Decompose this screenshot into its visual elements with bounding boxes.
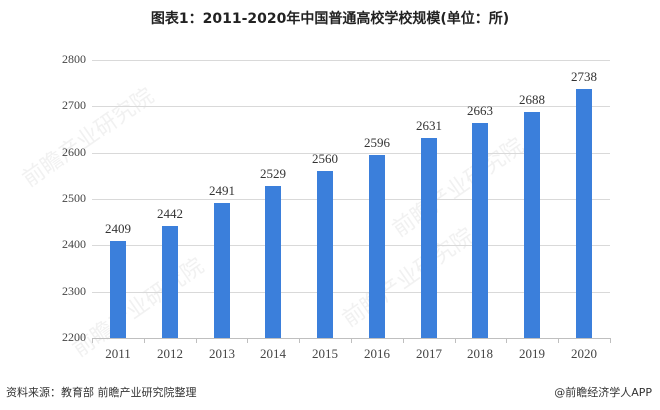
- x-tick-mark: [506, 338, 507, 343]
- x-tick-mark: [196, 338, 197, 343]
- x-tick-label: 2011: [105, 346, 131, 361]
- y-tick-label: 2700: [62, 98, 86, 112]
- gridline: [92, 153, 610, 154]
- x-tick-mark: [403, 338, 404, 343]
- source-note: 资料来源：教育部 前瞻产业研究院整理: [6, 386, 197, 399]
- x-tick-label: 2016: [364, 346, 390, 361]
- y-tick-label: 2600: [62, 145, 86, 159]
- watermark: 前瞻产业研究院: [18, 83, 159, 193]
- x-tick-mark: [610, 338, 611, 343]
- chart-title: 图表1：2011-2020年中国普通高校学校规模(单位：所): [150, 11, 510, 27]
- gridline: [92, 199, 610, 200]
- data-label: 2688: [519, 92, 545, 107]
- credit-note: @前瞻经济学人APP: [554, 386, 652, 399]
- y-tick-label: 2400: [62, 237, 86, 251]
- y-tick-label: 2200: [62, 330, 86, 344]
- x-tick-label: 2018: [467, 346, 493, 361]
- bar-2017: [421, 138, 437, 338]
- data-label: 2663: [467, 103, 493, 118]
- x-tick-mark: [144, 338, 145, 343]
- data-label: 2560: [312, 151, 338, 166]
- x-tick-label: 2019: [519, 346, 545, 361]
- bar-2015: [317, 171, 333, 338]
- x-tick-label: 2012: [157, 346, 183, 361]
- bar-2012: [162, 226, 178, 338]
- x-tick-mark: [351, 338, 352, 343]
- data-label: 2738: [571, 69, 597, 84]
- gridline: [92, 292, 610, 293]
- data-label: 2409: [105, 221, 131, 236]
- gridline: [92, 60, 610, 61]
- data-label: 2529: [260, 166, 286, 181]
- bar-2020: [576, 89, 592, 338]
- x-tick-mark: [299, 338, 300, 343]
- gridline: [92, 245, 610, 246]
- watermark: 前瞻产业研究院: [388, 133, 529, 243]
- x-tick-label: 2017: [416, 346, 442, 361]
- x-tick-label: 2015: [312, 346, 338, 361]
- bar-2013: [214, 203, 230, 338]
- x-tick-label: 2020: [571, 346, 597, 361]
- x-tick-label: 2013: [209, 346, 235, 361]
- bar-2016: [369, 155, 385, 338]
- bar-2014: [265, 186, 281, 338]
- y-tick-label: 2500: [62, 191, 86, 205]
- bar-2019: [524, 112, 540, 338]
- x-tick-mark: [558, 338, 559, 343]
- y-tick-label: 2300: [62, 284, 86, 298]
- data-label: 2442: [157, 206, 183, 221]
- x-tick-mark: [92, 338, 93, 343]
- watermark: 前瞻产业研究院: [338, 223, 479, 333]
- gridline: [92, 106, 610, 107]
- y-tick-label: 2800: [62, 52, 86, 66]
- data-label: 2631: [416, 118, 442, 133]
- x-tick-mark: [455, 338, 456, 343]
- data-label: 2491: [209, 183, 235, 198]
- x-tick-mark: [247, 338, 248, 343]
- data-label: 2596: [364, 135, 390, 150]
- bar-2018: [472, 123, 488, 338]
- bar-2011: [110, 241, 126, 338]
- x-tick-label: 2014: [260, 346, 286, 361]
